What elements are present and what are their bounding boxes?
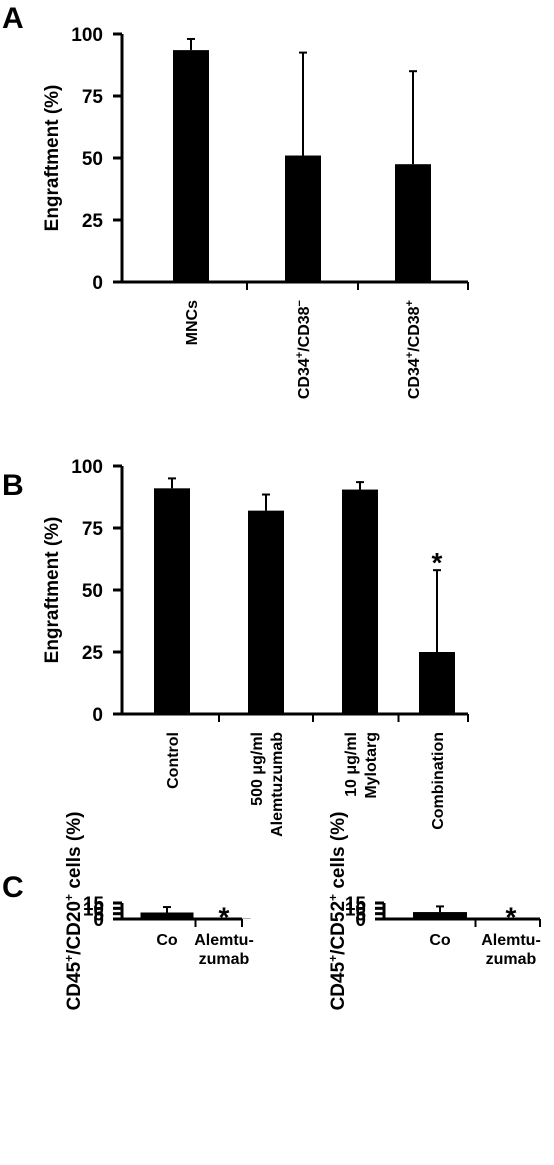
y-axis-label-part: cells (%) [328,812,349,894]
x-tick-label-part: Control [165,732,182,789]
panel-letter: B [2,469,24,502]
y-axis-label-sup: + [62,955,76,962]
y-axis-label: CD45+/CD52+ cells (%) [326,812,349,1011]
y-tick-label: 0 [92,705,103,726]
x-tick-label: 10 μg/ml [343,732,360,797]
y-axis-label: Engraftment (%) [42,517,63,664]
significance-marker: * [432,547,443,578]
x-tick-label: CD34+/CD38+ [404,300,423,399]
chart-panel-2: B 0 25 50 75 100 Engraftment (%) * Control 500 μg… [2,457,469,837]
bar [154,488,190,714]
y-tick-label: 5 [355,905,366,926]
x-tick-label: Combination [430,732,447,830]
y-tick-label: 25 [82,643,104,664]
x-tick-label: zumab [199,951,250,968]
bar [248,510,284,714]
y-axis-label: CD45+/CD20+ cells (%) [62,812,85,1011]
x-tick-label-part: CD34 [296,358,313,399]
y-tick-label: 75 [82,519,104,540]
x-tick-label-sup: − [294,300,306,306]
x-tick-label: Co [429,932,451,949]
bar [395,164,431,282]
y-tick-label: 15 [83,894,105,915]
y-tick-label: 10 [83,899,104,920]
x-tick-label: CD34+/CD38− [294,300,313,399]
x-tick-label-sup: + [404,300,416,306]
y-tick-label: 5 [93,905,104,926]
panel-letter: A [2,2,24,35]
x-tick-label: Alemtu- [194,932,254,949]
bar [342,489,378,714]
y-axis-label-sup: + [326,894,340,901]
significance-marker: * [219,902,230,933]
y-axis-label-sup: + [62,894,76,901]
x-tick-label: Mylotarg [363,732,380,799]
y-tick-label: 75 [82,87,104,108]
bar [413,912,467,919]
x-tick-label: Alemtu- [481,932,541,949]
y-tick-label: 100 [71,457,103,478]
y-tick-label: 25 [82,211,104,232]
x-tick-label-part: Combination [430,732,447,830]
x-tick-label-part: /CD38 [406,306,423,351]
significance-marker: * [506,902,517,933]
y-axis-label-part: /CD20 [64,901,85,955]
y-axis-label-part: CD45 [64,961,85,1010]
y-axis-label-part: cells (%) [64,812,85,894]
x-tick-label: Alemtuzumab [269,732,286,837]
y-axis-label-part: CD45 [328,961,349,1010]
x-tick-label-part: CD34 [406,358,423,399]
x-tick-label: Control [165,732,182,789]
y-axis-label: Engraftment (%) [42,85,63,232]
x-tick-label: Co [156,932,178,949]
x-tick-label: 500 μg/ml [249,732,266,806]
bar [285,155,321,282]
y-axis-label-sup: + [326,955,340,962]
y-tick-label: 100 [71,25,103,46]
y-tick-label: 10 [345,899,366,920]
x-tick-label: MNCs [184,300,201,345]
x-tick-label-sup: + [404,352,416,358]
y-tick-label: 0 [355,910,366,931]
bar [419,652,455,714]
y-axis-label-part: /CD52 [328,901,349,955]
x-tick-label-part: /CD38 [296,306,313,351]
y-tick-label: 0 [93,910,104,931]
y-tick-label: 50 [82,149,103,170]
y-tick-label: 15 [345,894,367,915]
x-tick-label: zumab [486,951,537,968]
bar [140,912,194,919]
x-tick-label-sup: + [294,352,306,358]
panel-letter: C [2,871,24,904]
x-tick-label-part: MNCs [184,300,201,345]
y-tick-label: 50 [82,581,103,602]
bar [173,50,209,283]
y-tick-label: 0 [92,273,103,294]
